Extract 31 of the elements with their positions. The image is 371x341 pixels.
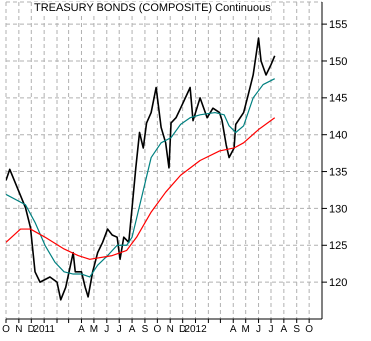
x-tick-label: O	[153, 324, 162, 336]
x-tick-label: S	[293, 324, 300, 336]
y-tick-label: 155	[329, 19, 348, 32]
x-tick-label: M	[90, 324, 98, 336]
x-tick-label: D	[28, 324, 35, 336]
y-tick-label: 125	[329, 240, 348, 252]
line-series	[6, 78, 276, 278]
x-tick-label: A	[280, 324, 288, 336]
x-tick-label: M	[242, 324, 250, 336]
y-tick-label: 135	[329, 166, 348, 178]
x-tick-label: O	[305, 324, 314, 336]
x-tick-label: O	[2, 324, 10, 336]
x-tick-label: A	[128, 324, 136, 336]
x-tick-label: 2011	[33, 324, 56, 336]
line-series	[6, 117, 276, 260]
y-tick-label: 150	[329, 56, 348, 68]
x-tick-label: J	[256, 324, 262, 336]
x-tick-label: J	[116, 324, 122, 336]
x-tick-label: J	[104, 324, 110, 336]
x-tick-label: A	[78, 324, 86, 336]
line-series	[6, 37, 276, 301]
x-tick-label: N	[166, 324, 174, 336]
y-tick-label: 130	[329, 203, 348, 216]
x-tick-label: S	[142, 324, 149, 336]
x-tick-label: A	[230, 324, 237, 336]
y-tick-label: 140	[329, 130, 348, 142]
y-tick-label: 145	[329, 92, 348, 105]
y-tick-label: 120	[329, 277, 348, 290]
x-tick-label: J	[268, 324, 274, 336]
x-tick-label: N	[15, 324, 22, 336]
chart-title: TREASURY BONDS (COMPOSITE) Continuous	[34, 2, 271, 14]
